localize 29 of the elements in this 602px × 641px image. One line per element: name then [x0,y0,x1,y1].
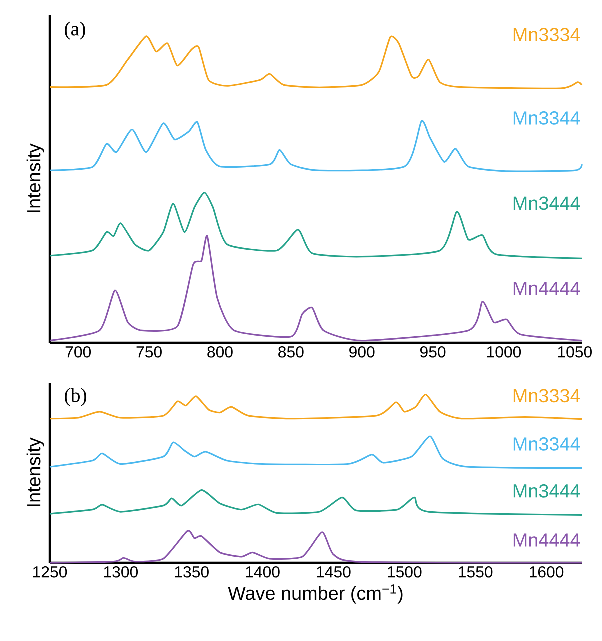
chart-title: (b) [65,388,87,406]
x-tick-label: 1450 [317,566,351,578]
x-axis-title: Wave number (cm$^{−1}$) [228,584,403,604]
x-tick-label: 1300 [104,566,138,578]
series-label: Mn4444 [514,282,580,296]
x-tick-label: 1600 [530,566,564,578]
y-axis-title: Intensity [26,438,44,506]
x-tick-label: 900 [350,346,375,358]
chart-title: (a) [65,22,86,40]
x-tick-label: 950 [420,346,446,358]
x-tick-label: 1400 [246,566,280,578]
x-tick-label: 1050 [558,346,592,358]
x-tick-label: 1250 [33,566,68,578]
x-tick-label: 850 [278,346,304,358]
x-tick-label: 1350 [175,566,209,578]
series-label: Mn3334 [514,389,580,403]
series-label: Mn4444 [514,534,580,547]
x-tick-label: 750 [136,346,162,358]
x-tick-label: 700 [66,346,92,358]
x-tick-label: 1500 [388,566,422,578]
series-label: Mn3344 [514,438,580,451]
text: Mn3444 [514,196,580,210]
text: Mn3334 [514,28,580,42]
text: Mn3344 [514,112,580,125]
y-axis-title: Intensity [26,144,44,212]
x-tick-label: 800 [208,346,233,358]
x-tick-label: 1550 [459,566,493,578]
x-tick-label: 1000 [487,346,522,358]
series-label: Mn3444 [514,484,580,498]
